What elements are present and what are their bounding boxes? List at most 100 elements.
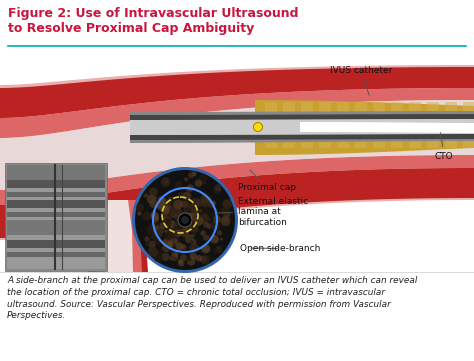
Bar: [409, 110, 421, 120]
Bar: [301, 110, 313, 120]
Bar: [445, 140, 457, 148]
Bar: [391, 130, 403, 138]
Circle shape: [224, 211, 230, 217]
Bar: [7, 165, 105, 180]
Circle shape: [194, 212, 198, 216]
Bar: [463, 120, 474, 129]
Circle shape: [150, 211, 157, 218]
Circle shape: [145, 236, 150, 242]
Bar: [7, 180, 105, 188]
Text: Figure 2: Use of Intravascular Ultrasound: Figure 2: Use of Intravascular Ultrasoun…: [8, 7, 299, 20]
Circle shape: [170, 209, 180, 218]
Circle shape: [193, 218, 198, 223]
Polygon shape: [130, 134, 474, 140]
Bar: [427, 110, 439, 120]
Circle shape: [144, 193, 148, 198]
Circle shape: [186, 256, 191, 261]
Circle shape: [146, 225, 156, 235]
Circle shape: [214, 184, 221, 191]
Bar: [391, 110, 403, 120]
Bar: [7, 212, 105, 217]
Circle shape: [167, 197, 173, 203]
Circle shape: [209, 204, 213, 208]
Circle shape: [211, 201, 216, 205]
Circle shape: [173, 223, 177, 227]
Circle shape: [210, 211, 219, 219]
Circle shape: [181, 197, 191, 206]
Polygon shape: [300, 122, 474, 133]
Circle shape: [163, 223, 168, 228]
Text: Proximal cap: Proximal cap: [238, 170, 296, 192]
Circle shape: [213, 215, 221, 223]
Polygon shape: [0, 100, 474, 190]
Bar: [391, 120, 403, 129]
Circle shape: [158, 249, 163, 255]
Circle shape: [168, 220, 176, 228]
Bar: [0, 48, 474, 272]
Circle shape: [201, 244, 210, 253]
Circle shape: [171, 253, 179, 261]
Circle shape: [200, 256, 207, 263]
Polygon shape: [0, 88, 474, 138]
Circle shape: [220, 217, 230, 226]
Circle shape: [150, 212, 159, 220]
Circle shape: [149, 187, 158, 196]
Bar: [319, 130, 331, 138]
Circle shape: [220, 206, 230, 216]
Circle shape: [190, 252, 197, 260]
Circle shape: [164, 230, 168, 233]
Bar: [391, 102, 403, 110]
Circle shape: [167, 202, 172, 207]
Circle shape: [194, 212, 199, 216]
Bar: [283, 102, 295, 110]
Circle shape: [201, 214, 210, 225]
Circle shape: [200, 213, 208, 222]
Polygon shape: [255, 100, 474, 155]
Bar: [463, 102, 474, 110]
Circle shape: [197, 204, 202, 209]
Circle shape: [168, 225, 176, 232]
Circle shape: [178, 259, 182, 264]
Bar: [301, 140, 313, 148]
Circle shape: [153, 216, 159, 222]
Bar: [373, 120, 385, 129]
Circle shape: [254, 122, 263, 131]
Circle shape: [161, 198, 165, 203]
Bar: [355, 120, 367, 129]
Bar: [373, 110, 385, 120]
Circle shape: [191, 239, 197, 245]
Bar: [427, 102, 439, 110]
Circle shape: [210, 235, 219, 243]
Polygon shape: [0, 155, 474, 205]
Circle shape: [179, 200, 186, 207]
Circle shape: [135, 170, 235, 270]
Circle shape: [157, 227, 164, 234]
Circle shape: [162, 239, 171, 247]
Circle shape: [161, 253, 170, 261]
Circle shape: [173, 200, 183, 209]
Circle shape: [168, 237, 178, 247]
Circle shape: [222, 214, 230, 222]
Circle shape: [192, 198, 201, 206]
Circle shape: [153, 229, 160, 236]
Bar: [7, 220, 105, 235]
Circle shape: [183, 228, 187, 232]
Circle shape: [151, 213, 156, 218]
Circle shape: [188, 197, 197, 206]
Circle shape: [164, 205, 173, 213]
Text: IVUS catheter: IVUS catheter: [330, 66, 392, 95]
Bar: [265, 130, 277, 138]
Circle shape: [187, 208, 191, 212]
Circle shape: [154, 253, 163, 262]
Bar: [337, 120, 349, 129]
Circle shape: [222, 199, 232, 209]
Circle shape: [166, 210, 170, 214]
Bar: [409, 130, 421, 138]
Circle shape: [207, 224, 211, 229]
Circle shape: [189, 221, 192, 225]
Polygon shape: [130, 119, 474, 135]
Circle shape: [167, 208, 172, 213]
Bar: [7, 165, 105, 269]
Circle shape: [204, 196, 212, 204]
Bar: [7, 200, 105, 208]
